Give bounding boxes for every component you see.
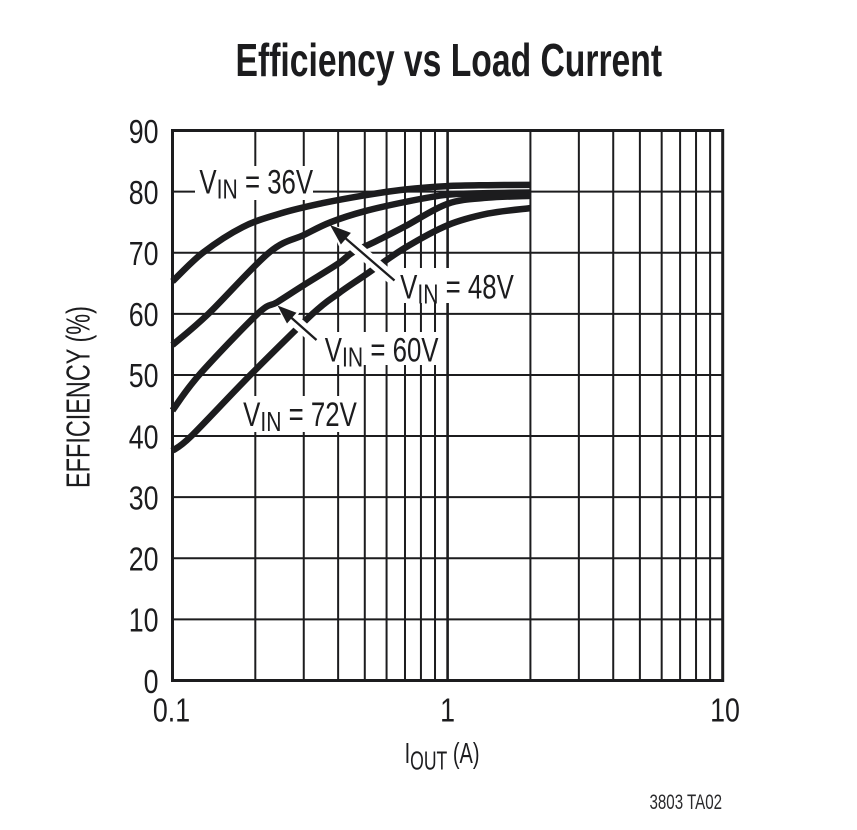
svg-text:EFFICIENCY (%): EFFICIENCY (%) bbox=[61, 306, 98, 488]
svg-text:Efficiency vs Load Current: Efficiency vs Load Current bbox=[236, 35, 662, 86]
svg-text:VIN = 72V: VIN = 72V bbox=[243, 397, 357, 438]
svg-text:10: 10 bbox=[129, 603, 159, 639]
svg-text:90: 90 bbox=[129, 114, 159, 150]
svg-text:70: 70 bbox=[129, 236, 159, 272]
svg-text:VIN = 48V: VIN = 48V bbox=[400, 269, 514, 310]
svg-text:VIN = 36V: VIN = 36V bbox=[199, 164, 313, 205]
svg-text:50: 50 bbox=[129, 358, 159, 394]
svg-text:0.1: 0.1 bbox=[153, 693, 190, 729]
svg-text:20: 20 bbox=[129, 542, 159, 578]
svg-text:3803 TA02: 3803 TA02 bbox=[649, 789, 722, 813]
svg-text:30: 30 bbox=[129, 481, 159, 517]
svg-text:VIN = 60V: VIN = 60V bbox=[325, 332, 439, 373]
svg-text:60: 60 bbox=[129, 297, 159, 333]
svg-text:10: 10 bbox=[710, 693, 740, 729]
svg-text:40: 40 bbox=[129, 420, 159, 456]
svg-text:0: 0 bbox=[144, 664, 159, 700]
svg-text:1: 1 bbox=[440, 693, 455, 729]
svg-text:80: 80 bbox=[129, 175, 159, 211]
